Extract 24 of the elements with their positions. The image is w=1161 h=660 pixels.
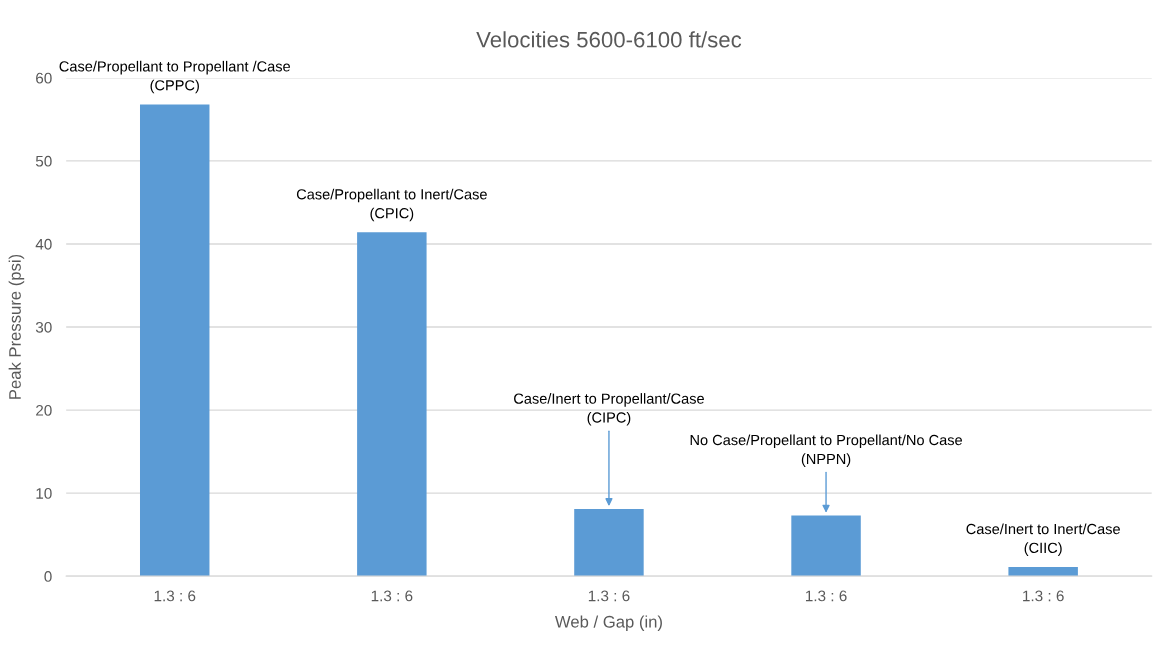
annotation: Case/Inert to Inert/Case (CIIC) bbox=[966, 523, 1120, 556]
x-tick-label: 1.3 : 6 bbox=[1023, 590, 1064, 602]
annotation: Case/Propellant to Inert/Case (CPIC) bbox=[296, 188, 487, 222]
x-tick-label: 1.3 : 6 bbox=[805, 590, 847, 602]
bar bbox=[357, 232, 427, 577]
y-tick-label: 50 bbox=[35, 155, 52, 167]
x-tick-label: 1.3 : 6 bbox=[154, 590, 196, 602]
chart-title: Velocities 5600-6100 ft/sec bbox=[476, 31, 742, 48]
y-tick-label: 0 bbox=[44, 571, 52, 582]
bar bbox=[1008, 567, 1078, 577]
bar bbox=[139, 104, 210, 577]
annotation: No Case/Propellant to Propellant/No Case (NPPN) bbox=[690, 434, 962, 467]
annotation: Case/Propellant to Propellant /Case (CPPC) bbox=[59, 60, 291, 94]
y-axis-title: Peak Pressure (psi) bbox=[8, 254, 25, 399]
y-tick-label: 20 bbox=[36, 404, 52, 416]
annotation: Case/Inert to Propellant/Case (CIPC) bbox=[514, 393, 704, 426]
y-tick-label: 60 bbox=[36, 72, 52, 84]
y-tick-label: 10 bbox=[36, 488, 52, 499]
y-tick-label: 30 bbox=[35, 321, 52, 333]
bar bbox=[791, 515, 861, 577]
x-axis-title: Web / Gap (in) bbox=[554, 615, 662, 631]
x-tick-label: 1.3 : 6 bbox=[371, 590, 413, 602]
y-tick-label: 40 bbox=[35, 238, 52, 250]
x-tick-label: 1.3 : 6 bbox=[588, 590, 630, 602]
